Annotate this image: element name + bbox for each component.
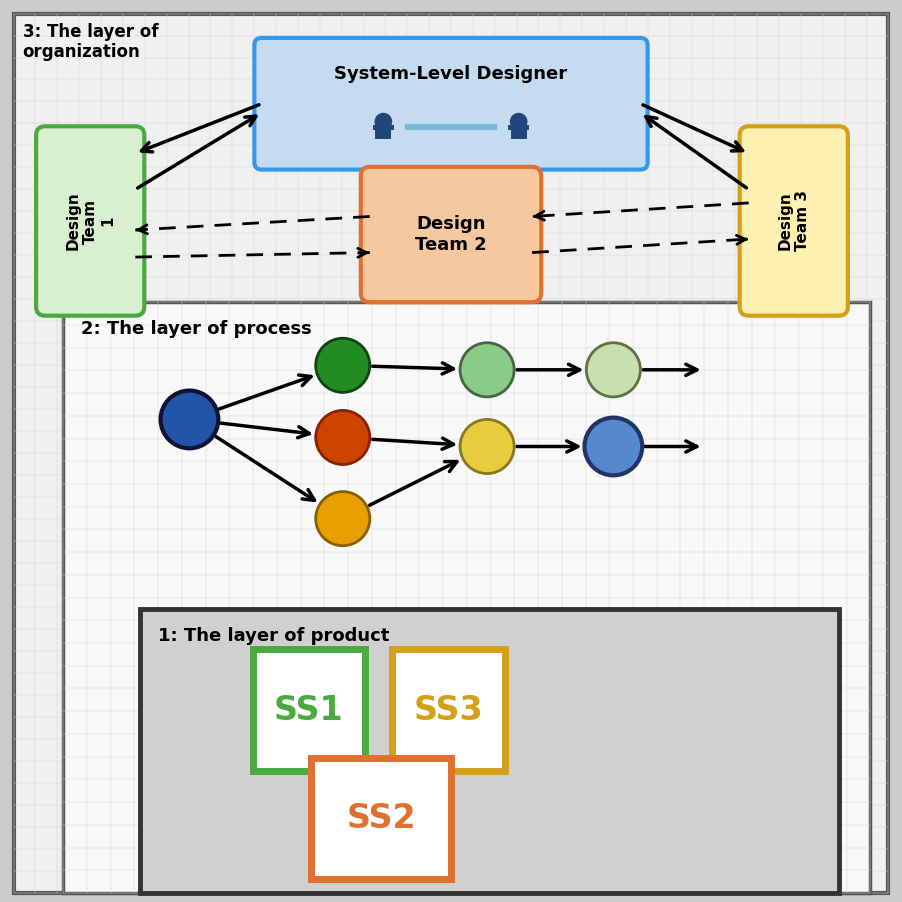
Text: SS1: SS1 bbox=[274, 694, 344, 727]
Text: SS3: SS3 bbox=[414, 694, 483, 727]
Bar bbox=[140, 609, 839, 893]
Text: 3: The layer of
organization: 3: The layer of organization bbox=[23, 23, 158, 61]
Bar bbox=[311, 758, 451, 879]
Bar bbox=[392, 649, 505, 771]
Circle shape bbox=[316, 338, 370, 392]
Bar bbox=[63, 302, 870, 893]
Bar bbox=[373, 124, 394, 130]
Bar bbox=[253, 649, 365, 771]
Text: 2: The layer of process: 2: The layer of process bbox=[81, 320, 312, 338]
Circle shape bbox=[586, 343, 640, 397]
Bar bbox=[375, 124, 391, 139]
Circle shape bbox=[510, 113, 528, 131]
Circle shape bbox=[460, 419, 514, 474]
FancyBboxPatch shape bbox=[36, 126, 144, 316]
Circle shape bbox=[460, 343, 514, 397]
Circle shape bbox=[316, 410, 370, 465]
Text: 1: The layer of product: 1: The layer of product bbox=[158, 627, 390, 645]
Bar bbox=[508, 124, 529, 130]
Text: Design
Team 3: Design Team 3 bbox=[778, 190, 810, 252]
Circle shape bbox=[161, 391, 218, 448]
Circle shape bbox=[584, 418, 642, 475]
FancyBboxPatch shape bbox=[254, 38, 648, 170]
FancyBboxPatch shape bbox=[740, 126, 848, 316]
Text: Design
Team 2: Design Team 2 bbox=[415, 215, 487, 254]
Circle shape bbox=[374, 113, 392, 131]
Text: SS2: SS2 bbox=[346, 802, 416, 835]
Text: System-Level Designer: System-Level Designer bbox=[335, 65, 567, 83]
FancyBboxPatch shape bbox=[361, 167, 541, 302]
Circle shape bbox=[316, 492, 370, 546]
Bar bbox=[511, 124, 527, 139]
Text: Design
Team
1: Design Team 1 bbox=[65, 191, 115, 251]
